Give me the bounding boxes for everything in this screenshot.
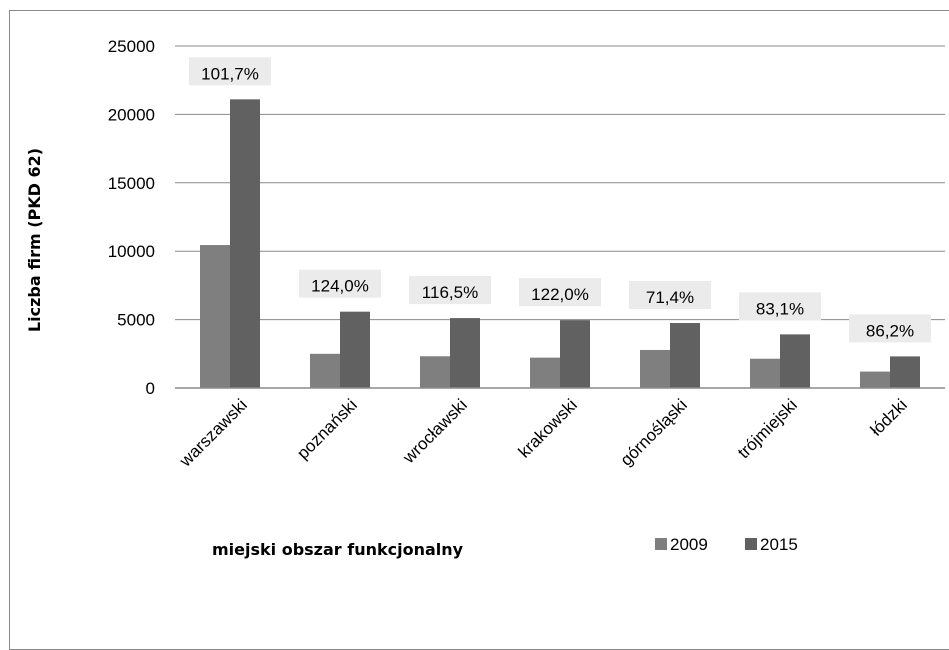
bar-2015-wrocławski	[450, 318, 480, 388]
data-label: 116,5%	[422, 283, 478, 302]
x-axis-categories: warszawski poznański wrocławski krakowski gó…	[175, 395, 911, 471]
x-axis-title: miejski obszar funkcjonalny	[212, 540, 464, 559]
data-label: 86,2%	[866, 321, 914, 340]
data-label-group: 116,5%	[409, 276, 491, 305]
data-label-background	[739, 292, 821, 321]
data-label-background	[629, 281, 711, 310]
x-tick-label: łódzki	[867, 395, 911, 439]
bar-2009-wrocławski	[420, 356, 450, 388]
bar-2015-warszawski	[230, 99, 260, 389]
x-tick-label: krakowski	[515, 395, 581, 461]
bar-chart: 0 5000 10000 15000 20000 25000 101,7% 124,0% 11…	[25, 37, 945, 559]
x-tick-label: trójmiejski	[734, 395, 801, 462]
data-label-background	[409, 276, 491, 305]
bar-2009-krakowski	[530, 357, 560, 388]
bar-2015-krakowski	[560, 320, 590, 388]
legend-label: 2009	[670, 535, 708, 554]
y-tick-label: 20000	[108, 105, 155, 124]
data-label-group: 122,0%	[519, 278, 601, 307]
gridlines	[175, 45, 945, 321]
data-label: 83,1%	[756, 299, 804, 318]
data-label: 101,7%	[201, 64, 259, 83]
y-axis-ticks: 0 5000 10000 15000 20000 25000	[108, 37, 155, 398]
legend: 2009 2015	[655, 535, 798, 554]
bar-2015-łódzki	[890, 356, 920, 388]
data-label-group: 124,0%	[299, 269, 381, 298]
data-label-group: 71,4%	[629, 281, 711, 310]
bar-2009-poznański	[310, 353, 340, 388]
data-label-group: 101,7%	[189, 57, 271, 86]
bar-2015-poznański	[340, 311, 370, 388]
y-tick-label: 5000	[117, 311, 155, 330]
data-label: 124,0%	[311, 277, 369, 296]
legend-label: 2015	[760, 535, 798, 554]
data-label-group: 83,1%	[739, 292, 821, 321]
data-label-background	[189, 57, 271, 86]
y-tick-label: 15000	[108, 174, 155, 193]
bar-2009-warszawski	[200, 245, 230, 388]
data-label-background	[299, 269, 381, 298]
y-axis-title: Liczba firm (PKD 62)	[25, 148, 44, 332]
bar-2009-trójmiejski	[750, 358, 780, 388]
x-tick-label: wrocławski	[399, 395, 471, 467]
y-tick-label: 25000	[108, 37, 155, 56]
bar-2015-górnośląski	[670, 323, 700, 388]
y-tick-label: 0	[146, 379, 155, 398]
bars	[200, 99, 920, 389]
x-tick-label: górnośląski	[617, 395, 691, 469]
data-label-background	[519, 278, 601, 307]
legend-swatch-2015	[745, 538, 757, 550]
x-tick-label: poznański	[293, 395, 361, 463]
legend-swatch-2009	[655, 538, 667, 550]
data-labels: 101,7% 124,0% 116,5% 122,0% 71,4% 83,1% 86,2%	[189, 57, 931, 343]
x-tick-label: warszawski	[175, 395, 251, 471]
y-tick-label: 10000	[108, 242, 155, 261]
data-label: 122,0%	[531, 285, 589, 304]
data-label: 71,4%	[646, 288, 694, 307]
data-label-group: 86,2%	[849, 314, 931, 343]
bar-2009-górnośląski	[640, 349, 670, 388]
bar-2009-łódzki	[860, 371, 890, 388]
bar-2015-trójmiejski	[780, 334, 810, 388]
data-label-background	[849, 314, 931, 343]
